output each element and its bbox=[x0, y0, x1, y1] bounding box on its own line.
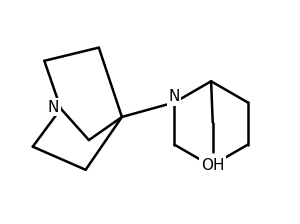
Text: OH: OH bbox=[201, 157, 224, 172]
Text: N: N bbox=[168, 89, 179, 104]
Text: N: N bbox=[48, 99, 59, 114]
